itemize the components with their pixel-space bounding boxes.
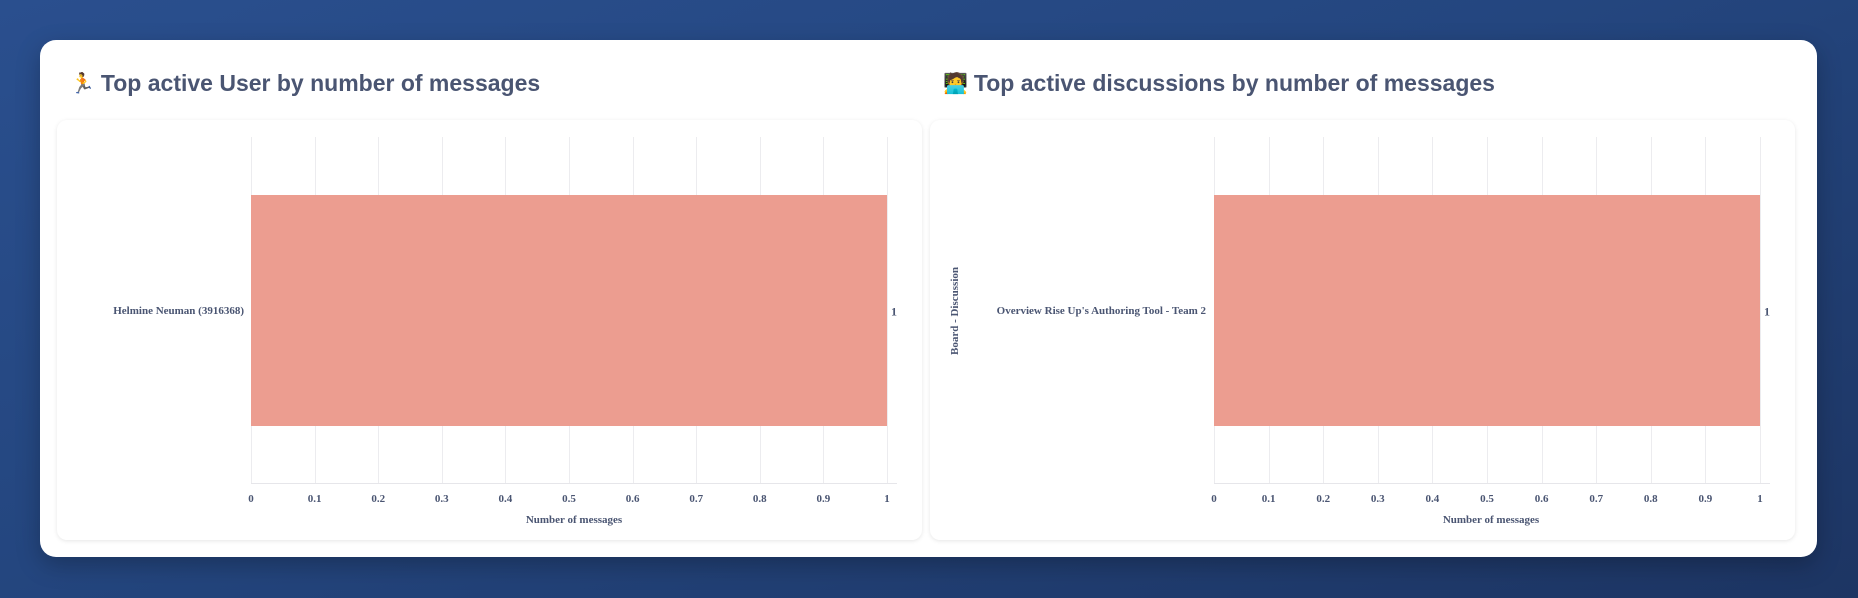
x-tick-label: 0.3 <box>434 493 449 505</box>
x-tick-label: 0.5 <box>562 493 576 505</box>
x-tick-label: 0.8 <box>1643 493 1658 505</box>
x-axis-line <box>251 483 897 484</box>
x-tick-label: 0.7 <box>1589 493 1604 505</box>
x-tick-label: 0.8 <box>752 493 767 505</box>
section-title-text: Top active User by number of messages <box>100 70 541 96</box>
x-tick-label: 0.3 <box>1370 493 1385 505</box>
gridline <box>887 137 888 484</box>
x-tick-label: 0.9 <box>1698 493 1713 505</box>
x-axis-line <box>1214 483 1770 484</box>
x-tick-label: 0.9 <box>816 493 831 505</box>
section-title-top-discussions: 🧑‍💻 Top active discussions by number of … <box>943 70 1495 97</box>
x-tick-label: 0.7 <box>689 493 704 505</box>
bar-chart-top-users <box>251 137 897 484</box>
x-tick-label: 0.4 <box>1425 493 1440 505</box>
x-tick-label: 1 <box>1757 493 1763 505</box>
x-axis-title: Number of messages <box>1442 514 1540 526</box>
x-tick-label: 0.5 <box>1480 493 1494 505</box>
x-tick-label: 0.2 <box>371 493 386 505</box>
person-running-icon: 🏃 <box>70 72 95 95</box>
gridline <box>1760 137 1761 484</box>
y-category-label: Helmine Neuman (3916368) <box>113 305 244 317</box>
x-tick-label: 0 <box>1211 493 1217 505</box>
x-tick-label: 0.2 <box>1316 493 1331 505</box>
x-tick-label: 0.1 <box>307 493 322 505</box>
bar-value-label: 1 <box>891 304 897 319</box>
bar-value-label: 1 <box>1764 304 1770 319</box>
y-axis-title: Board - Discussion <box>949 266 961 356</box>
x-tick-label: 0.4 <box>498 493 513 505</box>
bar[interactable] <box>1214 194 1760 427</box>
technologist-icon: 🧑‍💻 <box>943 72 968 95</box>
section-title-text: Top active discussions by number of mess… <box>973 70 1495 96</box>
y-category-label: Overview Rise Up's Authoring Tool - Team… <box>996 305 1206 317</box>
x-tick-label: 0 <box>248 493 254 505</box>
x-tick-label: 0.1 <box>1261 493 1276 505</box>
x-axis-title: Number of messages <box>525 514 623 526</box>
section-title-top-users: 🏃 Top active User by number of messages <box>70 70 540 97</box>
bar[interactable] <box>251 194 887 427</box>
bar-chart-top-discussions <box>1214 137 1770 484</box>
x-tick-label: 1 <box>884 493 890 505</box>
x-tick-label: 0.6 <box>625 493 640 505</box>
x-tick-label: 0.6 <box>1534 493 1549 505</box>
